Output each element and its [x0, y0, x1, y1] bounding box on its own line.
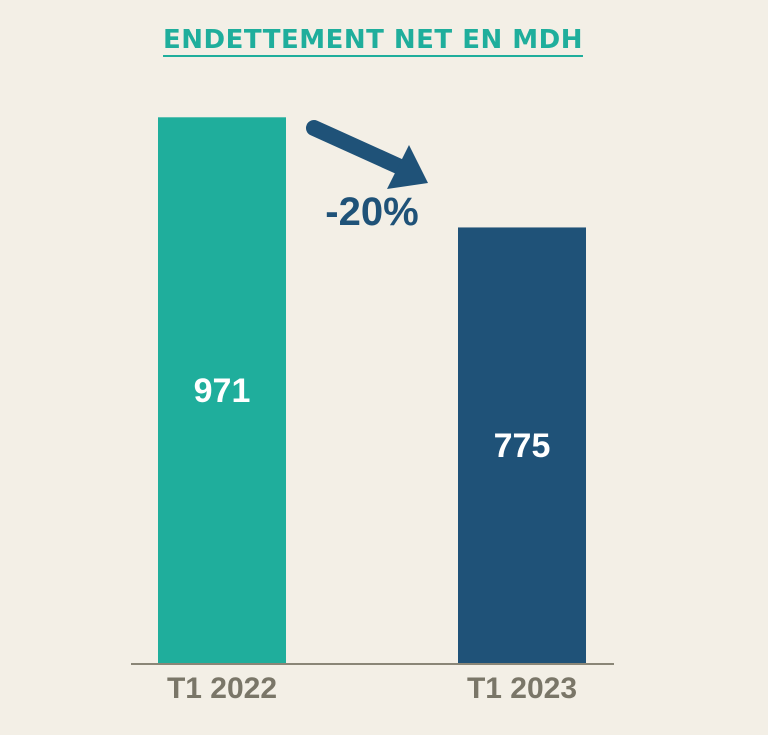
bar-value-label-1: 971	[194, 372, 251, 410]
x-tick-label-2: T1 2023	[467, 672, 577, 705]
bar-2	[458, 227, 586, 663]
arrow-down-right-icon	[306, 120, 428, 189]
bar-1	[158, 117, 286, 664]
change-percent-label: -20%	[325, 190, 418, 234]
change-annotation: -20%	[306, 120, 428, 234]
bar-value-label-2: 775	[494, 427, 551, 465]
chart-title: ENDETTEMENT NET EN MDH	[163, 25, 583, 55]
x-tick-label-1: T1 2022	[167, 672, 277, 705]
bars-layer: 971 T1 2022 775 T1 2023	[158, 117, 586, 705]
